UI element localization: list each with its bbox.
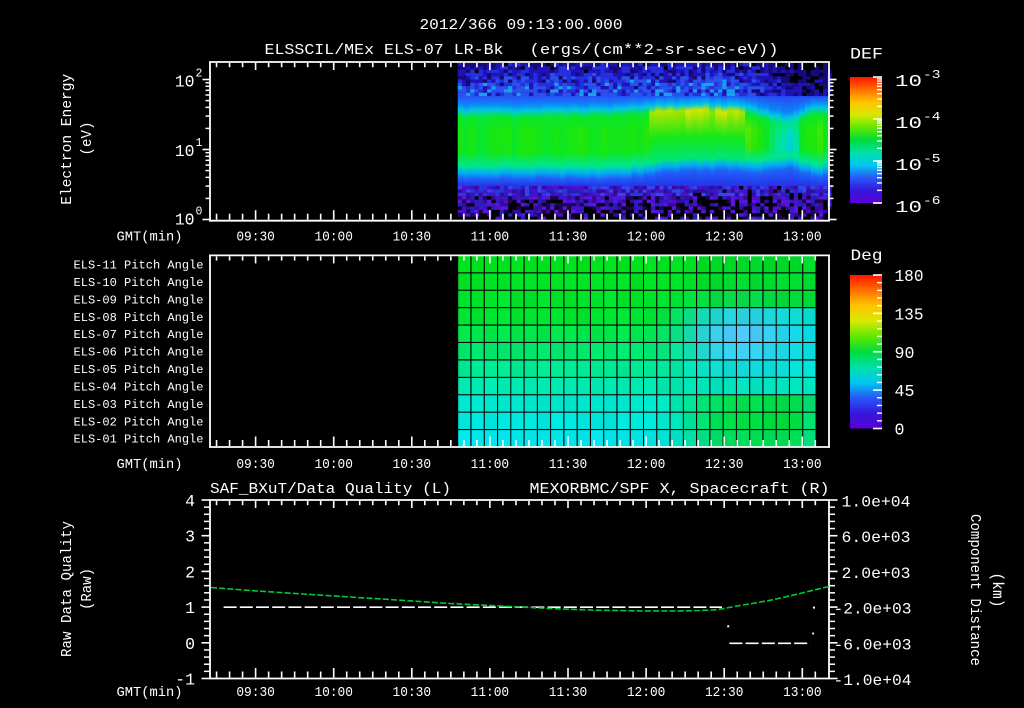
svg-text:-3: -3 <box>923 68 941 82</box>
svg-text:ELS-10 Pitch Angle: ELS-10 Pitch Angle <box>74 276 204 290</box>
svg-text:ELS-02 Pitch Angle: ELS-02 Pitch Angle <box>74 415 204 429</box>
svg-text:1.0e+04: 1.0e+04 <box>842 494 911 512</box>
svg-text:2012/366 09:13:00.000: 2012/366 09:13:00.000 <box>420 17 623 34</box>
svg-text:6.0e+03: 6.0e+03 <box>842 529 911 547</box>
svg-text:GMT(min): GMT(min) <box>117 457 183 473</box>
svg-text:-6: -6 <box>923 194 941 208</box>
svg-text:10:30: 10:30 <box>393 457 432 473</box>
svg-text:12:30: 12:30 <box>705 457 744 473</box>
svg-text:ELS-09 Pitch Angle: ELS-09 Pitch Angle <box>74 293 204 307</box>
svg-text:GMT(min): GMT(min) <box>117 685 183 701</box>
svg-text:10: 10 <box>175 73 195 92</box>
svg-text:-5: -5 <box>923 152 941 166</box>
svg-text:0: 0 <box>196 206 203 219</box>
svg-text:-1: -1 <box>175 671 195 690</box>
svg-text:1: 1 <box>185 599 195 618</box>
svg-text:12:00: 12:00 <box>627 457 666 473</box>
svg-text:-4: -4 <box>923 110 941 124</box>
svg-text:Raw Data Quality: Raw Data Quality <box>60 521 76 657</box>
svg-text:Electron Energy: Electron Energy <box>60 74 76 205</box>
svg-text:45: 45 <box>895 383 915 402</box>
svg-text:10:30: 10:30 <box>393 229 432 245</box>
svg-text:11:00: 11:00 <box>471 685 510 701</box>
svg-text:Deg: Deg <box>851 247 883 265</box>
svg-text:ELS-06 Pitch Angle: ELS-06 Pitch Angle <box>74 346 204 360</box>
svg-text:12:00: 12:00 <box>627 685 666 701</box>
svg-text:2: 2 <box>185 563 195 582</box>
svg-text:13:00: 13:00 <box>783 457 822 473</box>
svg-text:2.0e+03: 2.0e+03 <box>842 565 911 583</box>
svg-text:(eV): (eV) <box>80 122 96 156</box>
svg-text:ELSSCIL/MEx ELS-07 LR-Bk: ELSSCIL/MEx ELS-07 LR-Bk <box>265 42 504 59</box>
svg-text:11:30: 11:30 <box>549 685 588 701</box>
svg-text:10:00: 10:00 <box>314 229 353 245</box>
svg-text:10: 10 <box>895 72 922 91</box>
svg-text:4: 4 <box>185 492 195 511</box>
svg-text:(km): (km) <box>988 573 1006 608</box>
svg-text:SAF_BXuT/Data Quality (L): SAF_BXuT/Data Quality (L) <box>210 481 451 498</box>
svg-text:13:00: 13:00 <box>783 229 822 245</box>
svg-text:11:30: 11:30 <box>549 457 588 473</box>
svg-text:10:00: 10:00 <box>314 457 353 473</box>
svg-text:180: 180 <box>895 268 924 287</box>
svg-text:ELS-01 Pitch Angle: ELS-01 Pitch Angle <box>74 433 204 447</box>
svg-text:3: 3 <box>185 528 195 547</box>
svg-text:10: 10 <box>175 142 195 161</box>
svg-text:11:00: 11:00 <box>471 457 510 473</box>
svg-text:-1.0e+04: -1.0e+04 <box>834 672 912 690</box>
svg-text:ELS-11 Pitch Angle: ELS-11 Pitch Angle <box>74 259 204 273</box>
svg-text:ELS-08 Pitch Angle: ELS-08 Pitch Angle <box>74 311 204 325</box>
svg-text:10: 10 <box>175 211 195 230</box>
svg-text:0: 0 <box>895 422 905 441</box>
svg-text:(Raw): (Raw) <box>80 568 96 610</box>
svg-text:DEF: DEF <box>850 46 883 64</box>
svg-text:-2.0e+03: -2.0e+03 <box>834 601 912 619</box>
svg-text:ELS-05 Pitch Angle: ELS-05 Pitch Angle <box>74 363 204 377</box>
svg-text:10: 10 <box>895 156 922 175</box>
svg-text:11:00: 11:00 <box>471 229 510 245</box>
svg-text:135: 135 <box>895 306 924 325</box>
svg-text:10:00: 10:00 <box>314 685 353 701</box>
svg-text:ELS-04 Pitch Angle: ELS-04 Pitch Angle <box>74 380 204 394</box>
svg-text:1: 1 <box>196 137 203 150</box>
svg-text:12:00: 12:00 <box>627 229 666 245</box>
svg-text:11:30: 11:30 <box>549 229 588 245</box>
svg-text:10: 10 <box>895 114 922 133</box>
svg-text:12:30: 12:30 <box>705 229 744 245</box>
svg-text:09:30: 09:30 <box>236 229 275 245</box>
svg-text:Component Distance: Component Distance <box>966 514 983 666</box>
svg-text:12:30: 12:30 <box>705 685 744 701</box>
svg-text:ELS-03 Pitch Angle: ELS-03 Pitch Angle <box>74 398 204 412</box>
svg-text:13:00: 13:00 <box>783 685 822 701</box>
svg-text:-6.0e+03: -6.0e+03 <box>834 636 912 654</box>
svg-text:0: 0 <box>185 635 195 654</box>
svg-text:09:30: 09:30 <box>236 685 275 701</box>
svg-text:09:30: 09:30 <box>236 457 275 473</box>
svg-text:(ergs/(cm**2-sr-sec-eV)): (ergs/(cm**2-sr-sec-eV)) <box>530 42 779 59</box>
svg-text:90: 90 <box>895 345 915 364</box>
svg-text:ELS-07 Pitch Angle: ELS-07 Pitch Angle <box>74 328 204 342</box>
svg-text:MEXORBMC/SPF X, Spacecraft (R): MEXORBMC/SPF X, Spacecraft (R) <box>530 481 830 498</box>
svg-text:10: 10 <box>895 198 922 217</box>
svg-text:10:30: 10:30 <box>393 685 432 701</box>
svg-text:2: 2 <box>196 68 203 81</box>
svg-text:GMT(min): GMT(min) <box>117 229 183 245</box>
